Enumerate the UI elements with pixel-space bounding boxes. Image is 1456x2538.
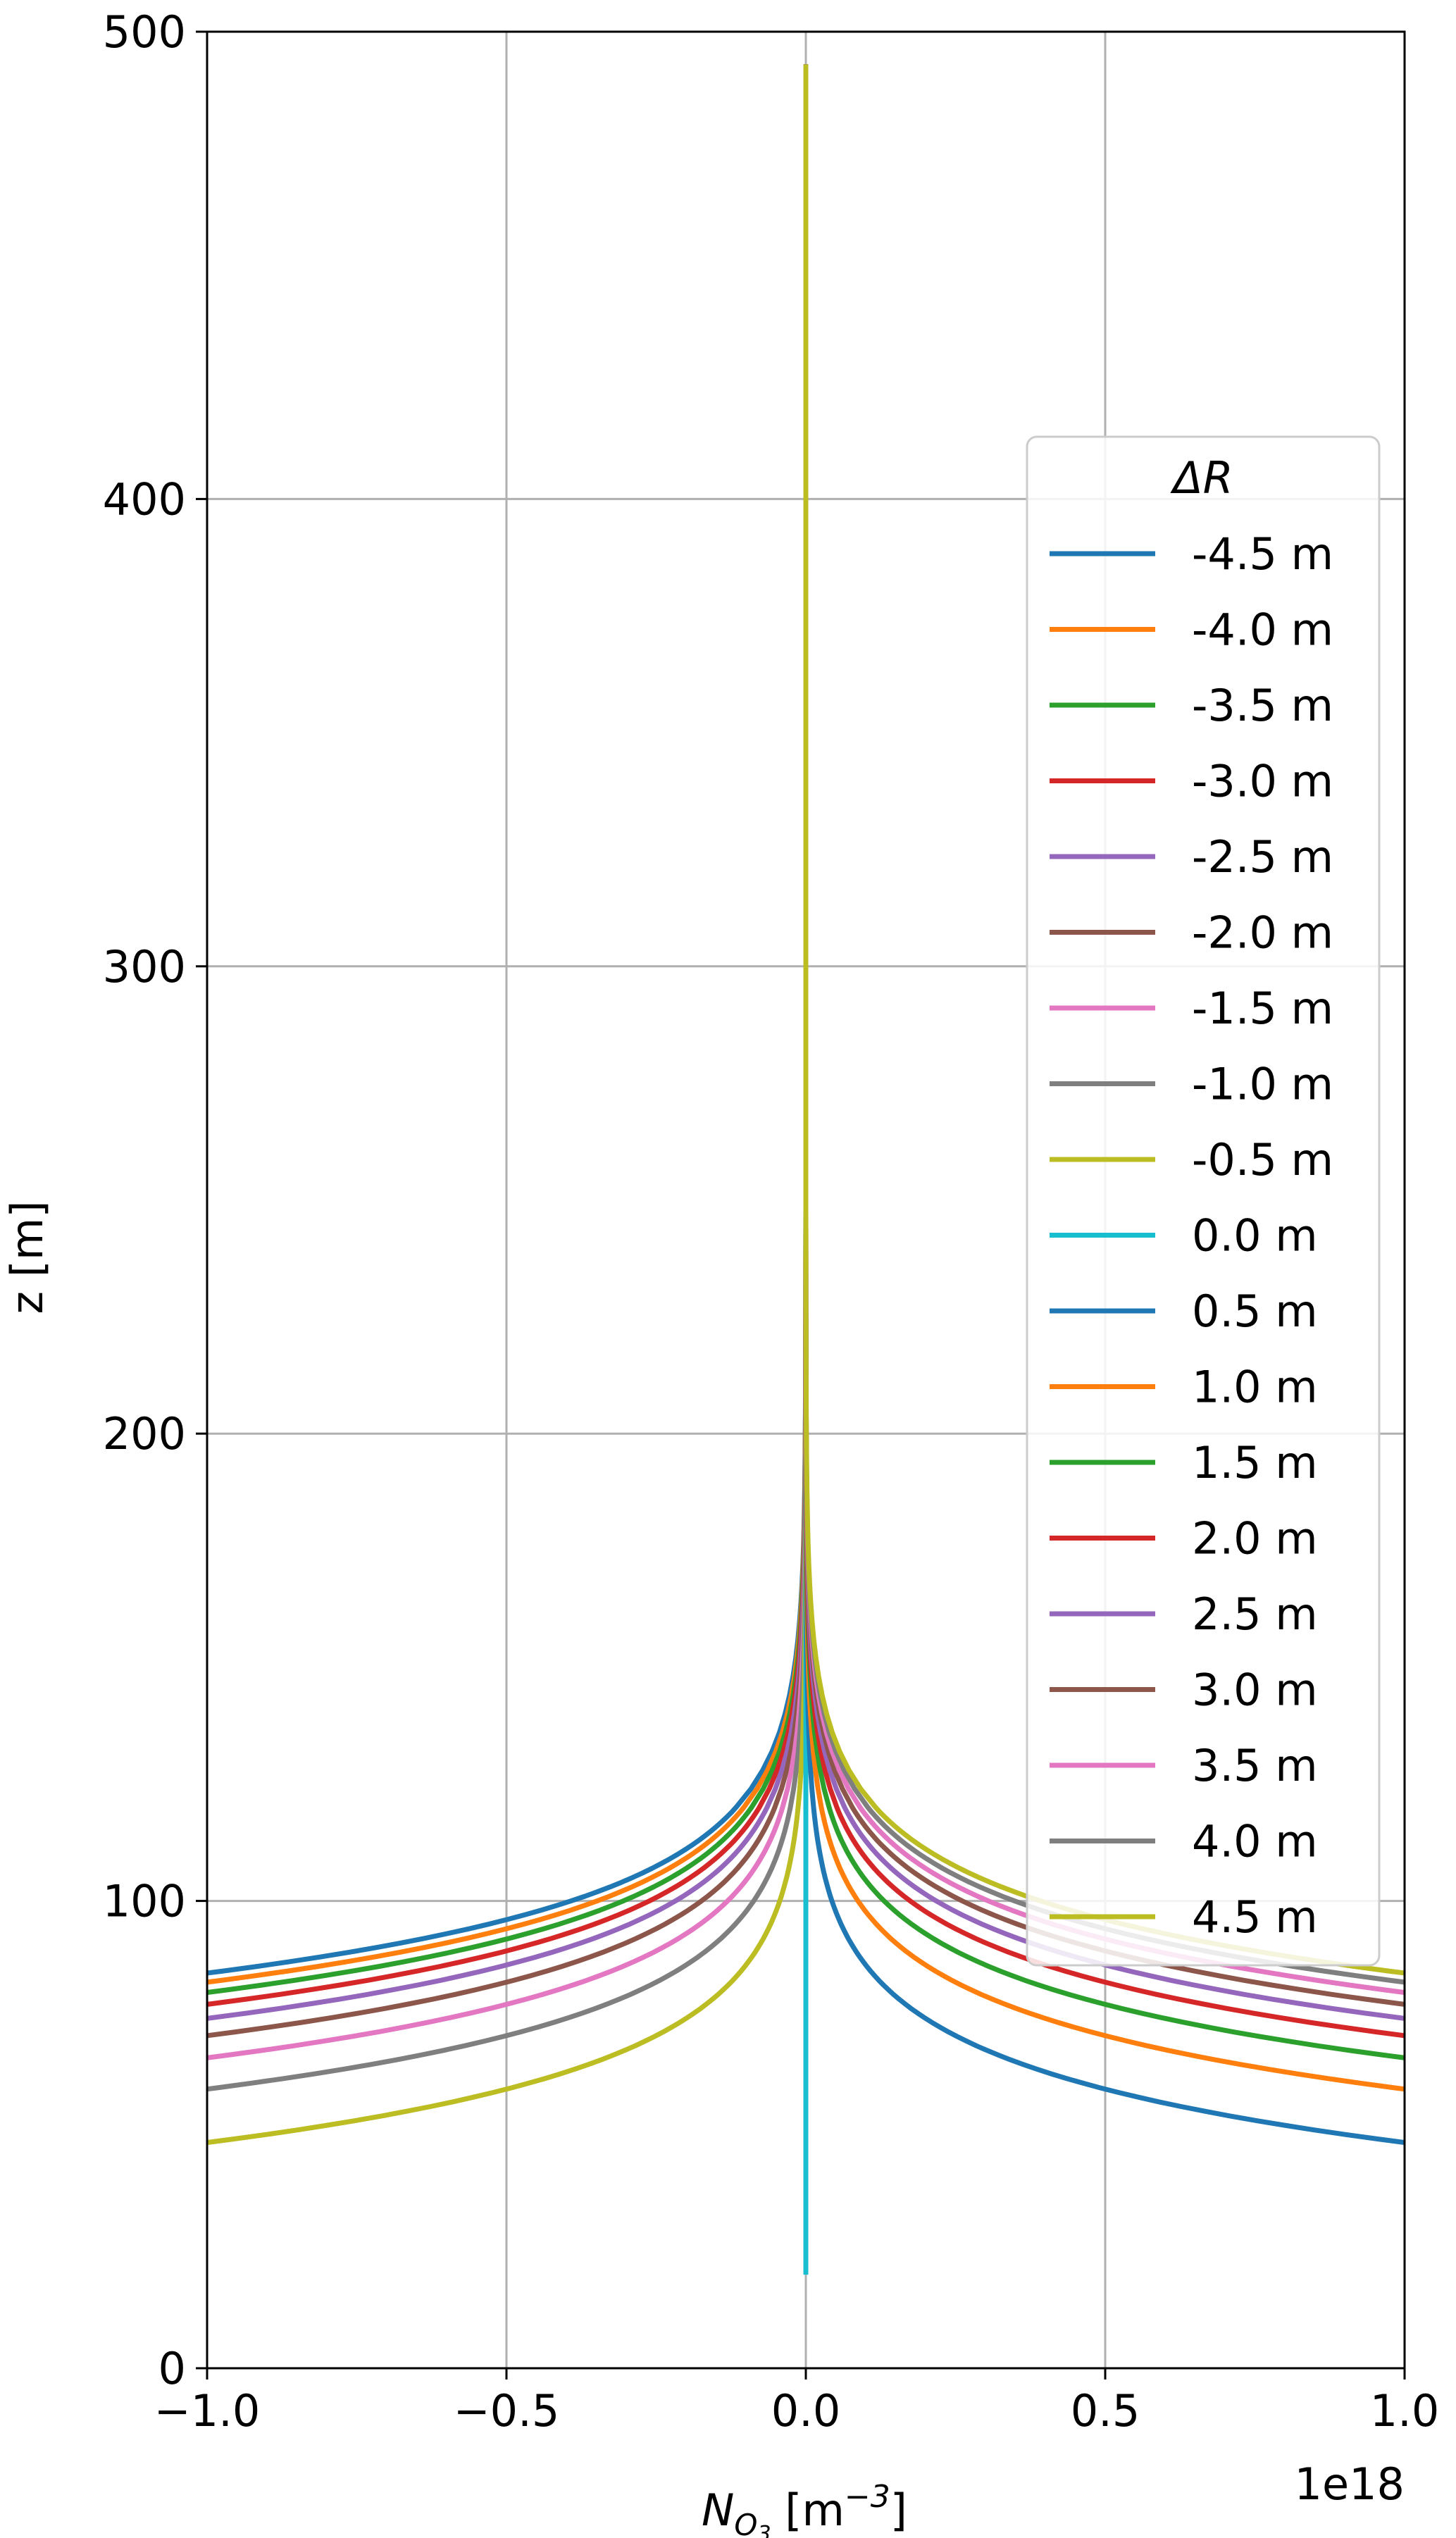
- legend-label: 2.5 m: [1192, 1588, 1318, 1640]
- y-tick-label: 300: [103, 941, 186, 993]
- legend-label: -4.0 m: [1192, 604, 1333, 656]
- legend-label: 0.0 m: [1192, 1210, 1318, 1262]
- legend-label: 0.5 m: [1192, 1286, 1318, 1337]
- legend-label: -1.0 m: [1192, 1059, 1333, 1110]
- legend-label: 3.0 m: [1192, 1665, 1318, 1716]
- y-tick-label: 200: [103, 1408, 186, 1460]
- y-tick-label: 100: [103, 1876, 186, 1927]
- legend-label: -3.0 m: [1192, 756, 1333, 807]
- legend-frame: [1026, 435, 1381, 1967]
- x-axis-title-unit-close: ]: [890, 2484, 907, 2536]
- legend-label: -0.5 m: [1192, 1134, 1333, 1186]
- x-axis-title: NO3 [m−3]: [702, 2479, 907, 2538]
- x-tick-label: 0.0: [771, 2385, 841, 2437]
- x-axis-title-prefix: N: [702, 2484, 734, 2536]
- legend-label: 1.0 m: [1192, 1362, 1318, 1413]
- legend-label: -2.0 m: [1192, 907, 1333, 959]
- x-tick-label: −0.5: [454, 2385, 560, 2437]
- y-tick-label: 400: [103, 473, 186, 525]
- legend-title: ΔR: [1170, 452, 1233, 504]
- legend-label: -4.5 m: [1192, 528, 1333, 580]
- legend-label: -3.5 m: [1192, 680, 1333, 731]
- legend-label: -2.5 m: [1192, 831, 1333, 883]
- series-line: [803, 64, 1405, 1976]
- legend-label: 3.5 m: [1192, 1740, 1318, 1791]
- legend-label: 4.5 m: [1192, 1891, 1318, 1943]
- x-tick-label: 0.5: [1071, 2385, 1140, 2437]
- x-tick-label: −1.0: [154, 2385, 261, 2437]
- legend: ΔR -4.5 m -4.0 m -3.5 m -3.0 m -2.5 m -2.0 m -…: [1026, 435, 1381, 1967]
- y-tick-label: 0: [158, 2343, 186, 2394]
- series-lines: [207, 64, 1405, 2275]
- series-line: [207, 64, 809, 1976]
- legend-label: 4.0 m: [1192, 1816, 1318, 1867]
- x-axis-title-unit-open: [m: [771, 2484, 845, 2536]
- y-axis-title: z [m]: [1, 1200, 53, 1314]
- x-offset-text: 1e18: [1295, 2458, 1405, 2510]
- x-axis-title-sub: O: [734, 2508, 757, 2538]
- x-axis-title-subsub: 3: [757, 2522, 771, 2538]
- legend-label: 2.0 m: [1192, 1513, 1318, 1565]
- x-axis-title-unit-exp: −3: [845, 2479, 890, 2515]
- legend-label: -1.5 m: [1192, 983, 1333, 1034]
- legend-label: 1.5 m: [1192, 1437, 1318, 1488]
- x-tick-label: 1.0: [1370, 2385, 1440, 2437]
- y-tick-label: 500: [103, 6, 186, 58]
- axis-ticks: −1.0 −0.5 0.0 0.5 1.0 0 100 200 300 400 500: [103, 6, 1440, 2437]
